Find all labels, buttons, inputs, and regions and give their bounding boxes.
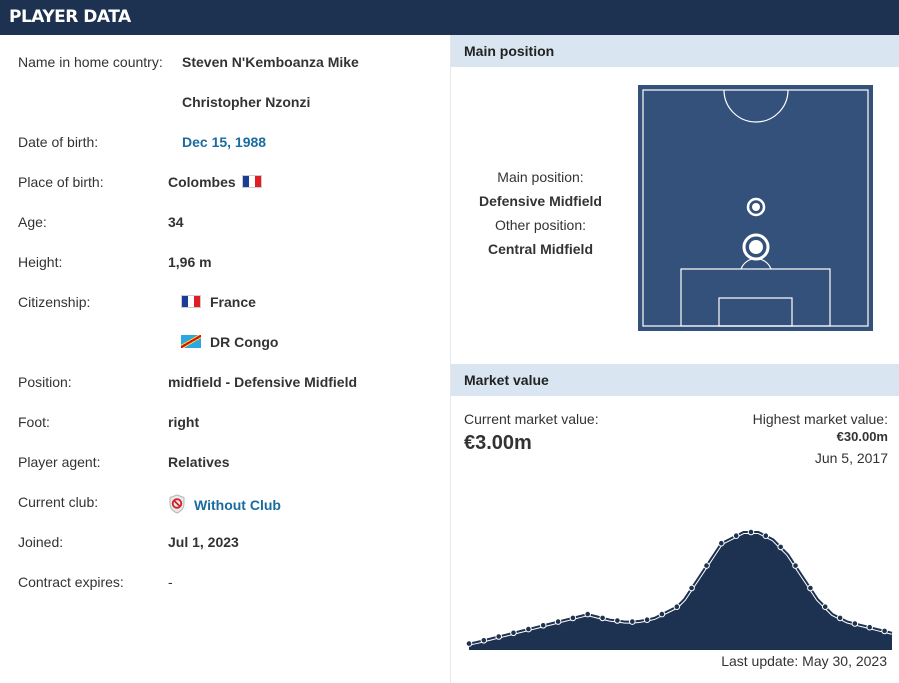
france-flag-icon [181,295,201,308]
right-panel: Main position Main position: Defensive M… [450,35,899,683]
joined-value: Jul 1, 2023 [168,534,239,550]
last-update: Last update: May 30, 2023 [721,653,887,669]
market-value-point[interactable] [658,610,666,618]
market-value-point[interactable] [777,543,785,551]
goal-box [718,297,793,327]
citizenship-text-2: DR Congo [210,334,279,350]
name-label: Name in home country: [18,54,163,70]
agent-label: Player agent: [18,454,101,470]
market-value-point[interactable] [629,618,636,625]
market-value-chart[interactable] [461,485,899,650]
center-circle-arc [723,89,789,123]
main-position-label: Main position: [497,169,584,185]
other-position-label: Other position: [494,217,587,233]
joined-label: Joined: [18,534,64,550]
pob-label: Place of birth: [18,174,104,190]
market-value-point[interactable] [807,584,814,592]
market-value-point[interactable] [510,629,517,637]
market-value-point[interactable] [792,562,799,569]
market-value-point[interactable] [688,584,695,592]
highest-value: €30.00m [836,429,888,444]
market-value-point[interactable] [732,532,740,540]
position-summary: Main position: Defensive Midfield Other … [463,165,618,261]
player-info-panel: Name in home country: Steven N'Kembo­anz… [0,35,450,683]
highest-value-date: Jun 5, 2017 [814,450,888,466]
header-title: PLAYER DATA [9,7,131,27]
club-label: Current club: [18,494,99,510]
citizenship-text-1: France [210,294,256,310]
market-value-point[interactable] [643,616,651,623]
name-value-line1: Steven N'Kembo­anza Mike [182,54,359,70]
foot-value: right [168,414,200,430]
position-value: midfield - Defensive Midfield [168,374,358,390]
market-value-header: Market value [451,364,899,396]
citizenship-label: Citizenship: [18,294,91,310]
market-value-point[interactable] [465,640,473,647]
market-value-point[interactable] [703,562,710,569]
age-label: Age: [18,214,47,230]
agent-value: Relatives [168,454,230,470]
main-position-marker [742,233,770,261]
current-value-label: Current market value: [464,411,599,427]
player-data-header: PLAYER DATA [0,0,899,35]
club-text: Without Club [194,497,281,513]
market-value-line [468,531,893,645]
market-value-point[interactable] [747,528,755,536]
main-position-title: Main position [464,43,555,59]
other-position-dot [752,203,760,211]
market-value-point[interactable] [836,614,844,622]
market-value-point[interactable] [584,610,591,618]
market-value-point[interactable] [673,603,681,610]
name-value-line2: Christopher Nzonzi [182,94,311,110]
current-value: €3.00m [464,432,532,454]
main-position-dot [749,240,763,254]
club-link[interactable]: Without Club [168,494,281,514]
market-value-point[interactable] [762,532,770,540]
france-flag-icon [241,175,262,188]
other-position-value: Central Midfield [487,241,593,257]
market-value-point[interactable] [881,627,888,635]
height-value: 1,96 m [168,254,212,270]
market-value-area [469,532,892,650]
height-label: Height: [18,254,63,270]
market-value-point[interactable] [599,614,606,622]
pob-text: Colombes [168,174,236,190]
market-value-title: Market value [464,372,549,388]
dob-link[interactable]: Dec 15, 1988 [182,134,267,150]
highest-value-label: Highest market value: [752,411,888,427]
market-value-point[interactable] [866,623,874,631]
market-value-point[interactable] [614,617,621,624]
market-value-point[interactable] [495,633,503,640]
market-value-point[interactable] [539,622,547,629]
main-position-value: Defensive Midfield [479,193,602,209]
market-value-point[interactable] [525,625,532,633]
market-value-point[interactable] [851,620,859,627]
market-value-point[interactable] [480,637,488,644]
contract-value: - [168,574,173,590]
citizenship-value-1: France [181,294,256,310]
other-position-marker [746,197,766,217]
market-value-point[interactable] [569,614,577,622]
foot-label: Foot: [18,414,50,430]
position-pitch [638,85,873,331]
market-value-point[interactable] [718,539,725,547]
pob-value: Colombes [168,174,262,190]
without-club-icon [168,494,186,514]
market-value-point[interactable] [554,618,562,625]
dob-label: Date of birth: [18,134,99,150]
main-position-header: Main position [451,35,899,67]
citizenship-value-2: DR Congo [181,334,278,350]
dr-congo-flag-icon [181,335,201,348]
market-value-point[interactable] [821,603,829,610]
contract-label: Contract expires: [18,574,124,590]
age-value: 34 [168,214,184,230]
position-label: Position: [18,374,72,390]
